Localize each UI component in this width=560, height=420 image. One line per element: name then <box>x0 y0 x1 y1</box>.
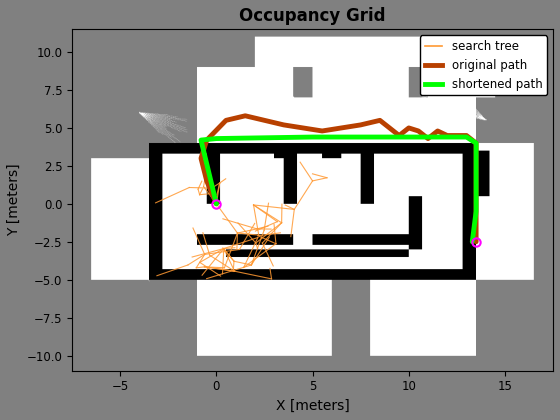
Legend: search tree, original path, shortened path: search tree, original path, shortened pa… <box>420 35 547 95</box>
Y-axis label: Y [meters]: Y [meters] <box>7 164 21 236</box>
Title: Occupancy Grid: Occupancy Grid <box>239 7 386 25</box>
X-axis label: X [meters]: X [meters] <box>276 399 349 413</box>
